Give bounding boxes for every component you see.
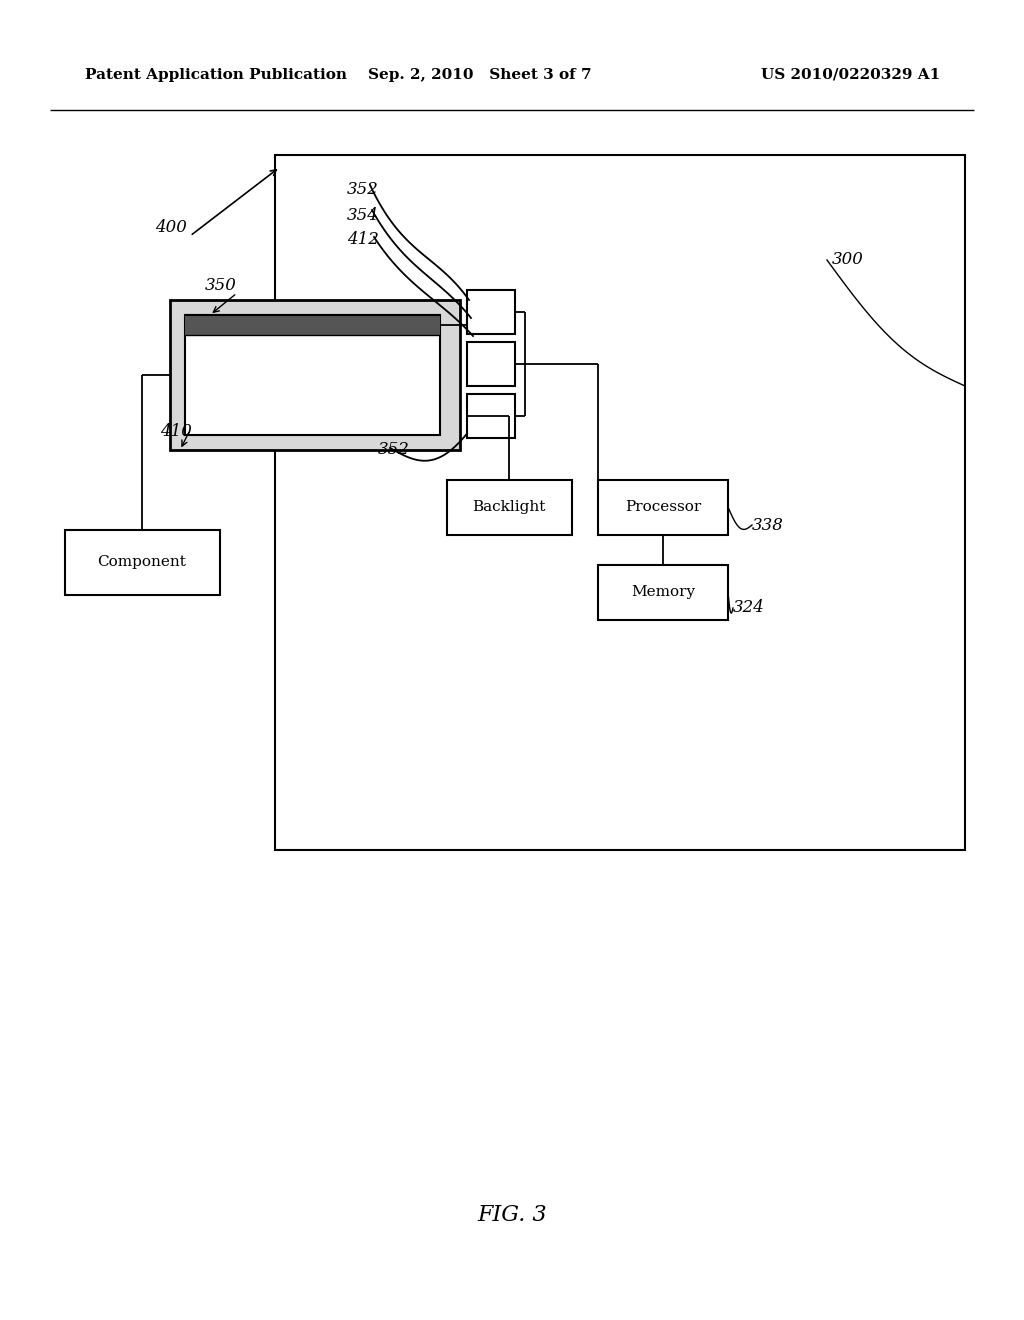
Bar — [467, 342, 515, 385]
Text: 324: 324 — [733, 599, 765, 616]
Text: 400: 400 — [155, 219, 186, 236]
Text: 354: 354 — [347, 206, 379, 223]
Text: Sep. 2, 2010   Sheet 3 of 7: Sep. 2, 2010 Sheet 3 of 7 — [369, 69, 592, 82]
Text: Memory: Memory — [631, 585, 695, 599]
Bar — [185, 315, 440, 436]
Text: Processor: Processor — [625, 500, 701, 513]
Bar — [185, 315, 440, 335]
Bar — [275, 154, 965, 850]
Text: 338: 338 — [752, 516, 784, 533]
Text: FIG. 3: FIG. 3 — [477, 1204, 547, 1226]
Text: Component: Component — [97, 554, 186, 569]
Text: 352: 352 — [347, 181, 379, 198]
Text: Patent Application Publication: Patent Application Publication — [85, 69, 347, 82]
Bar — [598, 480, 728, 535]
Text: Backlight: Backlight — [472, 500, 546, 513]
Text: 412: 412 — [347, 231, 379, 248]
Text: 410: 410 — [160, 424, 191, 441]
Bar — [170, 300, 460, 450]
Text: 350: 350 — [205, 276, 237, 293]
Text: US 2010/0220329 A1: US 2010/0220329 A1 — [761, 69, 940, 82]
Bar — [467, 393, 515, 438]
Bar — [65, 531, 220, 595]
Text: 300: 300 — [831, 252, 864, 268]
Bar — [467, 290, 515, 334]
Bar — [447, 480, 572, 535]
Text: 352: 352 — [378, 441, 410, 458]
Bar — [598, 565, 728, 620]
